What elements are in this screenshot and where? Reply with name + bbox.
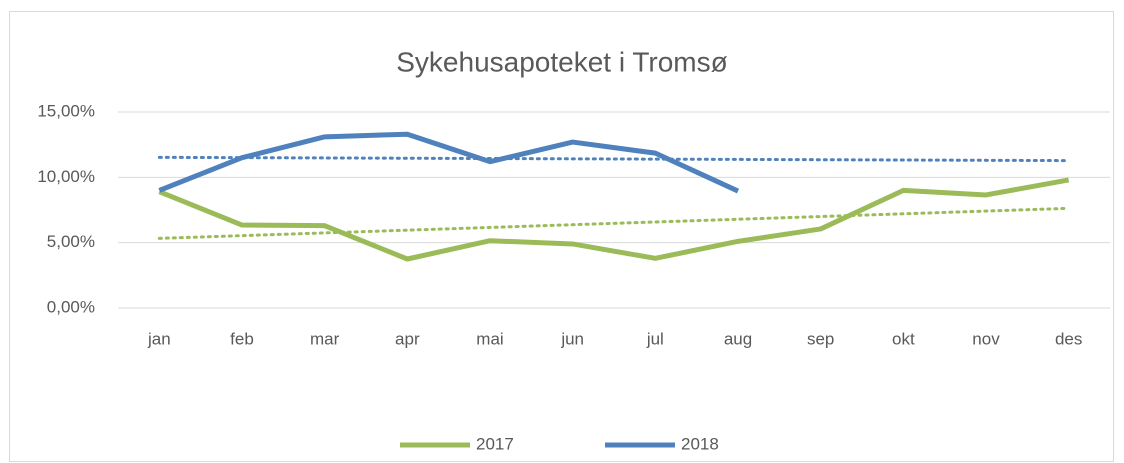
legend-label: 2017 xyxy=(476,434,514,453)
y-tick-label: 0,00% xyxy=(47,297,95,316)
y-tick-label: 5,00% xyxy=(47,232,95,251)
chart-title: Sykehusapoteket i Tromsø xyxy=(396,46,727,77)
x-tick-label: aug xyxy=(724,329,752,348)
x-tick-label: mar xyxy=(310,329,340,348)
x-tick-label: des xyxy=(1055,329,1082,348)
x-tick-label: feb xyxy=(230,329,254,348)
x-tick-label: apr xyxy=(395,329,420,348)
x-tick-label: jun xyxy=(560,329,584,348)
x-tick-label: jan xyxy=(147,329,171,348)
y-tick-label: 15,00% xyxy=(37,101,95,120)
legend-label: 2018 xyxy=(681,434,719,453)
x-tick-label: mai xyxy=(476,329,503,348)
y-tick-label: 10,00% xyxy=(37,167,95,186)
trend-line xyxy=(157,206,1071,240)
data-line xyxy=(158,131,740,194)
data-line xyxy=(158,177,1070,262)
x-tick-label: nov xyxy=(972,329,1000,348)
x-tick-label: jul xyxy=(646,329,664,348)
trend-line xyxy=(157,155,1071,163)
x-tick-label: okt xyxy=(892,329,915,348)
x-tick-label: sep xyxy=(807,329,834,348)
